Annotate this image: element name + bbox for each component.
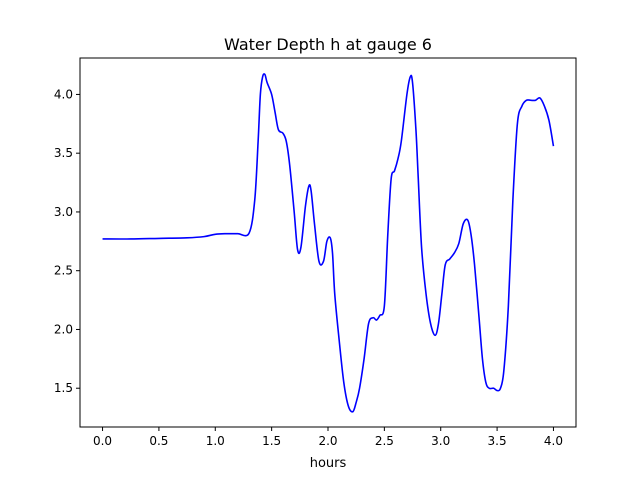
x-tick-label: 3.0 <box>431 434 450 448</box>
plot-frame <box>79 57 577 428</box>
x-axis-label: hours <box>310 456 347 471</box>
y-tick-label: 2.0 <box>54 322 73 336</box>
y-tick-label: 2.5 <box>54 264 73 278</box>
x-tick-label: 1.5 <box>262 434 281 448</box>
x-tick-label: 0.5 <box>149 434 168 448</box>
x-tick-label: 2.5 <box>375 434 394 448</box>
y-tick-label: 1.5 <box>54 381 73 395</box>
y-tick-label: 3.5 <box>54 146 73 160</box>
x-tick-label: 0.0 <box>93 434 112 448</box>
x-tick-label: 1.0 <box>206 434 225 448</box>
y-tick-label: 4.0 <box>54 87 73 101</box>
x-tick-label: 4.0 <box>544 434 563 448</box>
x-tick-label: 2.0 <box>318 434 337 448</box>
x-tick-label: 3.5 <box>488 434 507 448</box>
y-tick-label: 3.0 <box>54 205 73 219</box>
axes-layer: 0.0 0.5 1.0 1.5 2.0 2.5 3.0 3.5 4.0 1.5 2.0 2.5 3.0 3… <box>54 57 577 448</box>
chart-title: Water Depth h at gauge 6 <box>224 35 432 54</box>
series-layer <box>102 73 555 413</box>
series-line-0 <box>102 73 555 413</box>
